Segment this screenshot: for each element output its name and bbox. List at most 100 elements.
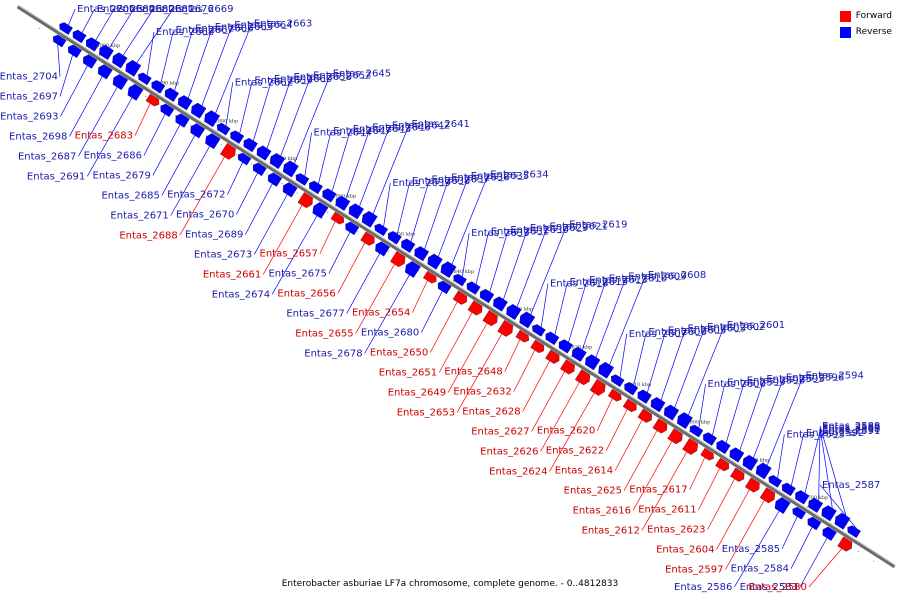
label-leader-line xyxy=(424,177,450,250)
label-leader-line xyxy=(456,333,503,413)
gene-arrow xyxy=(808,497,824,513)
label-leader-line xyxy=(819,427,833,509)
label-leader-line xyxy=(781,516,798,549)
label-leader-line xyxy=(540,283,549,328)
scale-label: 2870 kbp xyxy=(274,156,298,162)
gene-arrow xyxy=(560,359,575,375)
gene-arrow xyxy=(637,389,652,404)
gene-arrow xyxy=(177,95,193,111)
gene-label: Entas_2693 xyxy=(0,111,58,122)
legend-reverse: Reverse xyxy=(839,24,892,40)
label-leader-line xyxy=(540,382,580,452)
gene-arrow xyxy=(205,133,221,150)
gene-label: Entas_2651 xyxy=(379,368,437,379)
label-leader-line xyxy=(59,54,73,97)
gene-arrow xyxy=(99,44,114,60)
gene-label: Entas_2686 xyxy=(84,151,142,162)
intergenic-marker xyxy=(326,211,329,214)
gene-label: Entas_2649 xyxy=(388,387,446,398)
label-leader-line xyxy=(57,44,61,77)
scale-tick xyxy=(806,504,809,508)
gene-label: Entas_2677 xyxy=(286,308,344,319)
gene-arrow xyxy=(667,428,683,445)
legend-reverse-label: Reverse xyxy=(855,27,892,37)
label-leader-line xyxy=(674,326,706,408)
forward-swatch xyxy=(839,10,851,22)
label-leader-line xyxy=(734,510,780,588)
label-leader-line xyxy=(766,375,804,466)
gene-arrow xyxy=(390,251,406,268)
gene-arrow xyxy=(715,457,729,472)
gene-arrow xyxy=(677,412,693,429)
label-leader-line xyxy=(707,478,735,530)
gene-label: Entas_2625 xyxy=(564,486,622,497)
gene-arrow xyxy=(440,261,457,278)
label-leader-line xyxy=(69,76,103,137)
gene-arrow xyxy=(795,490,810,505)
intergenic-marker xyxy=(357,231,359,233)
figure-caption: Enterobacter asburiae LF7a chromosome, c… xyxy=(281,579,619,589)
gene-label: Entas_2639 xyxy=(392,178,450,189)
gene-arrow xyxy=(269,153,286,169)
label-leader-line xyxy=(531,371,565,432)
gene-arrow xyxy=(574,369,591,386)
gene-arrow xyxy=(335,195,351,211)
gene-label: Entas_2604 xyxy=(656,545,714,556)
label-leader-line xyxy=(109,8,135,48)
label-leader-line xyxy=(359,125,391,207)
gene-arrow xyxy=(72,29,87,44)
scale-label: 2810 kbp xyxy=(628,382,652,388)
gene-label: Entas_2610 xyxy=(609,273,667,284)
label-leader-line xyxy=(318,130,332,184)
label-leader-line xyxy=(78,86,118,157)
gene-label: Entas_2595 xyxy=(766,374,824,385)
gene-arrow xyxy=(821,505,837,522)
label-leader-line xyxy=(554,281,568,335)
gene-label: Entas_2682 xyxy=(116,4,174,15)
gene-label: Entas_2658 xyxy=(294,72,352,83)
label-leader-line xyxy=(81,8,96,33)
gene-label: Entas_2650 xyxy=(370,348,428,359)
gene-arrow xyxy=(427,253,443,270)
label-leader-line xyxy=(161,135,196,196)
gene-arrow xyxy=(437,280,452,295)
label-leader-line xyxy=(160,30,174,84)
gene-arrow xyxy=(86,37,101,52)
gene-label: Entas_2697 xyxy=(0,91,58,102)
gene-arrow xyxy=(283,160,299,178)
gene-label: Entas_2609 xyxy=(628,272,686,283)
label-leader-line xyxy=(420,291,443,333)
gene-arrow xyxy=(729,447,745,463)
gene-label: Entas_2593 xyxy=(786,429,844,440)
gene-arrow xyxy=(52,34,67,48)
label-leader-line xyxy=(725,380,746,443)
gene-arrow xyxy=(267,172,283,187)
label-leader-line xyxy=(383,182,391,227)
gene-label: Entas_2606 xyxy=(648,327,706,338)
gene-arrow xyxy=(493,296,508,312)
intergenic-marker xyxy=(190,124,192,127)
label-leader-line xyxy=(451,174,489,265)
label-leader-line xyxy=(253,78,273,141)
gene-label: Entas_2675 xyxy=(268,269,326,280)
gene-label: Entas_2679 xyxy=(93,170,151,181)
label-leader-line xyxy=(739,378,765,451)
gene-arrow xyxy=(345,221,360,236)
gene-label: Entas_2662 xyxy=(235,77,293,88)
gene-label: Entas_2644 xyxy=(314,128,372,139)
gene-arrow xyxy=(515,329,529,343)
label-leader-line xyxy=(808,548,843,588)
scale-label: 2890 kbp xyxy=(156,81,180,87)
gene-arrow xyxy=(755,462,772,480)
label-leader-line xyxy=(688,325,726,416)
scale-label: 2820 kbp xyxy=(569,344,593,350)
gene-label: Entas_2706 xyxy=(77,4,135,15)
gene-arrow xyxy=(127,83,144,101)
legend-forward: Forward xyxy=(839,8,892,24)
gene-arrow xyxy=(125,59,142,77)
gene-label: Entas_2627 xyxy=(471,427,529,438)
label-leader-line xyxy=(513,350,536,392)
intergenic-marker xyxy=(220,144,222,146)
label-leader-line xyxy=(516,226,548,308)
label-leader-line xyxy=(818,429,821,501)
